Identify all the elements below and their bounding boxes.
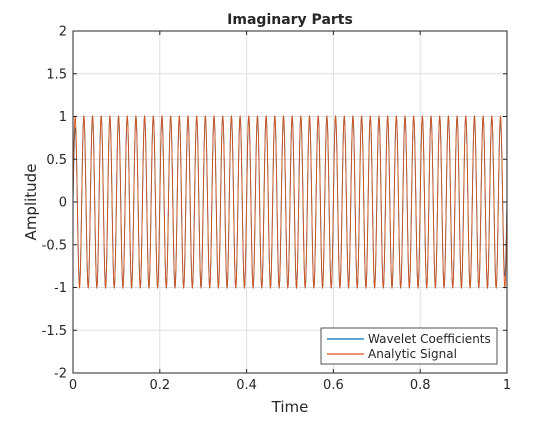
- x-tick-label: 0.6: [323, 378, 344, 393]
- legend-label-wavelet-coefficients: Wavelet Coefficients: [368, 332, 491, 346]
- y-tick-label: 0.5: [46, 153, 67, 168]
- legend-label-analytic-signal: Analytic Signal: [368, 347, 457, 361]
- y-tick-label: -1.5: [42, 324, 67, 339]
- series-lines: [72, 114, 508, 290]
- x-axis-label: Time: [271, 398, 309, 416]
- chart-title: Imaginary Parts: [227, 12, 353, 28]
- ticks: 0 0.2 0.4 0.6 0.8 1 -2 -1.5 -1 -0.5 0 0.5 1 1.5 2: [42, 25, 512, 394]
- x-tick-label: 1: [503, 378, 511, 393]
- x-tick-label: 0.2: [149, 378, 170, 393]
- y-tick-label: 1: [59, 110, 67, 125]
- y-axis-label: Amplitude: [22, 164, 40, 241]
- y-tick-label: -1: [54, 281, 67, 296]
- y-tick-label: -0.5: [42, 238, 67, 253]
- legend: Wavelet Coefficients Analytic Signal: [320, 327, 498, 365]
- x-tick-label: 0: [69, 378, 77, 393]
- y-tick-label: 0: [59, 196, 67, 211]
- y-tick-label: 2: [59, 25, 67, 40]
- x-tick-label: 0.8: [410, 378, 431, 393]
- series-line-analytic-signal: [72, 114, 508, 290]
- legend-box: [320, 327, 498, 365]
- y-tick-label: 1.5: [46, 67, 67, 82]
- x-tick-label: 0.4: [236, 378, 257, 393]
- y-tick-label: -2: [54, 367, 67, 382]
